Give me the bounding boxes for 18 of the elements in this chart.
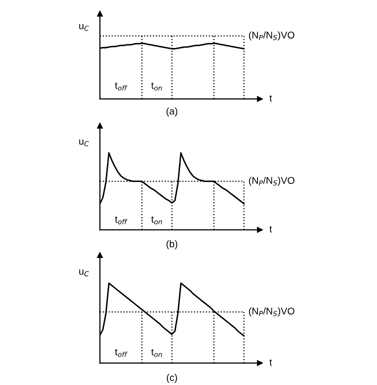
text: (c) xyxy=(166,374,177,383)
y-axis-title: u$_{C}$ xyxy=(79,24,89,31)
text: (a) xyxy=(166,107,178,117)
ref-line-label: (N$_{P}$/N$_{S}$)VO xyxy=(249,176,294,186)
x-axis-title: t xyxy=(269,359,272,366)
x-axis-title: t xyxy=(269,95,272,102)
annotation: t$_{on}$ xyxy=(151,82,162,91)
x-axis-title: t xyxy=(269,226,272,232)
annotation: t$_{off}$ xyxy=(115,216,128,224)
ref-line-label: (N$_{P}$/N$_{S}$)VO xyxy=(249,31,294,40)
text: (b) xyxy=(166,240,178,250)
y-axis-title: u$_{C}$ xyxy=(79,270,89,276)
annotation: t$_{on}$ xyxy=(151,216,162,224)
annotation: t$_{off}$ xyxy=(115,82,128,91)
annotation: t$_{on}$ xyxy=(151,349,162,358)
ref-line-label: (N$_{P}$/N$_{S}$)VO xyxy=(249,307,294,316)
y-axis-title: u$_{C}$ xyxy=(79,139,89,146)
annotation: t$_{off}$ xyxy=(115,349,128,358)
